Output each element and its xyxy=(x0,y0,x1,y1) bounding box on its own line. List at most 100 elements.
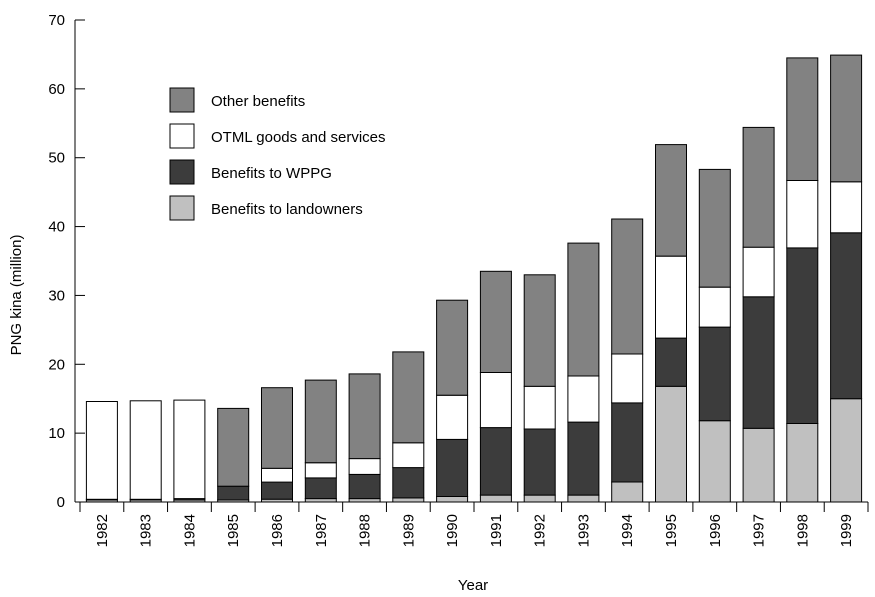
bar-segment-1985-s1 xyxy=(217,485,250,501)
y-tick-label-20: 20 xyxy=(48,356,65,373)
bar-segment-1998-s3 xyxy=(786,57,819,181)
bar-segment-1986-s2 xyxy=(261,467,293,483)
legend-swatch-1 xyxy=(169,123,195,149)
bar-segment-1996-s1 xyxy=(698,326,731,422)
x-tick-label-1995: 1995 xyxy=(663,514,680,547)
bar-segment-1994-s2 xyxy=(611,353,644,404)
y-tick-label-70: 70 xyxy=(48,12,65,29)
bar-segment-1987-s3 xyxy=(304,379,337,464)
bar-segment-1992-s3 xyxy=(523,274,556,387)
x-tick-label-1987: 1987 xyxy=(313,514,330,547)
bar-segment-1992-s2 xyxy=(523,385,556,430)
bar-segment-1993-s0 xyxy=(567,494,600,503)
x-tick-label-1992: 1992 xyxy=(532,514,549,547)
legend-swatch-3 xyxy=(169,195,195,221)
y-axis-title: PNG kina (million) xyxy=(8,235,25,356)
bar-segment-1983-s2 xyxy=(129,400,162,500)
x-tick-label-1991: 1991 xyxy=(488,514,505,547)
x-tick-label-1988: 1988 xyxy=(357,514,374,547)
bar-segment-1991-s1 xyxy=(479,427,512,496)
x-tick-label-1989: 1989 xyxy=(400,514,417,547)
bar-segment-1988-s1 xyxy=(348,474,381,500)
bar-segment-1989-s3 xyxy=(392,351,425,444)
bar-segment-1994-s1 xyxy=(611,402,644,483)
bar-segment-1995-s0 xyxy=(655,385,687,503)
y-tick-label-10: 10 xyxy=(48,425,65,442)
bar-segment-1989-s1 xyxy=(392,467,425,499)
legend-label-0: Other benefits xyxy=(211,93,305,110)
bar-segment-1990-s2 xyxy=(436,394,469,440)
bar-segment-1998-s1 xyxy=(786,247,819,424)
x-tick-label-1993: 1993 xyxy=(575,514,592,547)
bar-segment-1993-s1 xyxy=(567,421,600,496)
bar-segment-1992-s0 xyxy=(523,494,556,503)
bar-segment-1997-s2 xyxy=(742,246,775,298)
bar-segment-1988-s0 xyxy=(348,498,381,503)
bar-segment-1990-s3 xyxy=(436,299,469,396)
bar-segment-1994-s3 xyxy=(611,218,644,355)
bar-segment-1995-s1 xyxy=(655,337,687,387)
bar-segment-1995-s2 xyxy=(655,255,687,339)
y-tick-label-50: 50 xyxy=(48,150,65,167)
bar-segment-1997-s1 xyxy=(742,296,775,429)
x-tick-label-1984: 1984 xyxy=(181,514,198,547)
bar-segment-1987-s0 xyxy=(304,498,337,503)
bar-segment-1982-s2 xyxy=(85,401,118,500)
legend-swatch-0 xyxy=(169,87,195,113)
x-axis-title: Year xyxy=(458,577,488,594)
x-tick-label-1994: 1994 xyxy=(619,514,636,547)
bar-segment-1991-s3 xyxy=(479,270,512,373)
x-tick-label-1997: 1997 xyxy=(751,514,768,547)
bar-segment-1993-s3 xyxy=(567,242,600,377)
bar-segment-1990-s0 xyxy=(436,496,469,503)
bar-segment-1997-s0 xyxy=(742,427,775,503)
y-tick-label-40: 40 xyxy=(48,219,65,236)
bar-segment-1986-s3 xyxy=(261,387,293,469)
plot-area xyxy=(85,54,863,503)
x-tick-label-1999: 1999 xyxy=(838,514,855,547)
x-tick-label-1982: 1982 xyxy=(94,514,111,547)
bar-segment-1990-s1 xyxy=(436,438,469,497)
bar-segment-1993-s2 xyxy=(567,375,600,423)
bar-segment-1986-s1 xyxy=(261,481,293,500)
bar-segment-1997-s3 xyxy=(742,126,775,248)
x-axis: 1982 1983 1984 1985 1986 1987 1988 1989 1990 1991… xyxy=(75,501,869,547)
y-axis: 0 10 20 30 40 50 60 70 xyxy=(48,12,85,511)
bar-segment-1985-s3 xyxy=(217,407,250,487)
bar-segment-1999-s3 xyxy=(830,54,863,183)
bar-segment-1998-s0 xyxy=(786,423,819,503)
x-tick-label-1986: 1986 xyxy=(269,514,286,547)
x-tick-label-1990: 1990 xyxy=(444,514,461,547)
bar-segment-1999-s0 xyxy=(830,398,863,503)
x-tick-label-1998: 1998 xyxy=(794,514,811,547)
bar-segment-1988-s3 xyxy=(348,373,381,460)
bar-segment-1991-s2 xyxy=(479,372,512,429)
x-tick-label-1985: 1985 xyxy=(225,514,242,547)
legend-label-2: Benefits to WPPG xyxy=(211,165,332,182)
bar-segment-1995-s3 xyxy=(655,144,687,257)
bar-segment-1984-s2 xyxy=(173,399,206,500)
legend: Other benefits OTML goods and services Ben… xyxy=(169,87,386,221)
y-tick-label-0: 0 xyxy=(57,494,65,511)
legend-label-3: Benefits to landowners xyxy=(211,201,363,218)
x-tick-label-1996: 1996 xyxy=(707,514,724,547)
x-tick-label-1983: 1983 xyxy=(138,514,155,547)
bar-segment-1996-s0 xyxy=(698,420,731,503)
bar-segment-1999-s2 xyxy=(830,181,863,234)
legend-label-1: OTML goods and services xyxy=(211,129,386,146)
bar-segment-1987-s1 xyxy=(304,477,337,500)
bar-segment-1996-s2 xyxy=(698,286,731,328)
bar-segment-1987-s2 xyxy=(304,462,337,479)
bar-segment-1992-s1 xyxy=(523,428,556,496)
bar-segment-1991-s0 xyxy=(479,494,512,503)
bar-segment-1998-s2 xyxy=(786,179,819,249)
bar-segment-1989-s0 xyxy=(392,497,425,503)
y-tick-label-30: 30 xyxy=(48,287,65,304)
bar-segment-1994-s0 xyxy=(611,481,644,503)
y-tick-label-60: 60 xyxy=(48,81,65,98)
bar-segment-1999-s1 xyxy=(830,232,863,400)
bar-segment-1989-s2 xyxy=(392,442,425,469)
bar-segment-1996-s3 xyxy=(698,168,731,288)
legend-swatch-2 xyxy=(169,159,195,185)
